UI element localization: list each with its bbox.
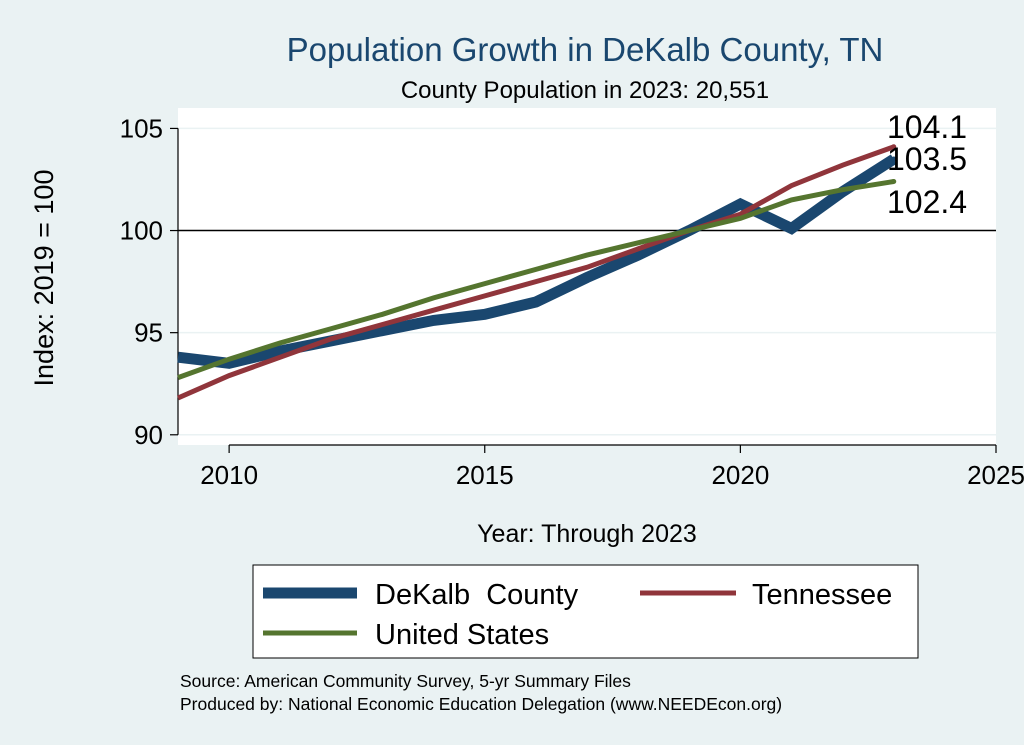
series-endpoint-dekalb-county (891, 156, 897, 162)
source-line-2: Produced by: National Economic Education… (180, 694, 782, 714)
x-tick-label-2020: 2020 (711, 460, 769, 490)
y-tick-label-100: 100 (120, 216, 163, 246)
chart-subtitle: County Population in 2023: 20,551 (401, 77, 769, 104)
end-label-united-states: 102.4 (887, 184, 967, 220)
y-tick-label-95: 95 (134, 318, 163, 348)
series-line-dekalb-county (177, 154, 897, 369)
x-axis-label: Year: Through 2023 (477, 520, 697, 548)
y-tick-label-105: 105 (120, 113, 163, 143)
end-label-tennessee: 104.1 (887, 109, 967, 145)
legend-box (252, 564, 919, 659)
end-label-dekalb-county: 103.5 (887, 141, 967, 177)
x-tick-label-2015: 2015 (456, 460, 514, 490)
source-line-1: Source: American Community Survey, 5-yr … (180, 671, 631, 691)
series-line-united-states (177, 179, 895, 380)
legend: DeKalb County Tennessee United States (252, 564, 919, 659)
legend-label-dekalb-county: DeKalb County (375, 579, 579, 611)
x-tick-label-2025: 2025 (967, 460, 1024, 490)
chart-title: Population Growth in DeKalb County, TN (287, 31, 884, 68)
y-tick-label-90: 90 (134, 420, 163, 450)
x-tick-label-2010: 2010 (200, 460, 258, 490)
series-endpoint-tennessee (891, 144, 897, 150)
y-axis-label: Index: 2019 = 100 (29, 170, 59, 387)
legend-items: DeKalb County Tennessee United States (263, 579, 892, 651)
axis-layer: 90 95 100 105 2010 2015 2020 2025 (120, 113, 1024, 490)
series-line-tennessee (176, 144, 895, 401)
series-endpoint-united-states (891, 179, 897, 185)
legend-label-tennessee: Tennessee (752, 579, 892, 611)
legend-label-united-states: United States (375, 619, 549, 651)
series-layer (176, 144, 897, 401)
